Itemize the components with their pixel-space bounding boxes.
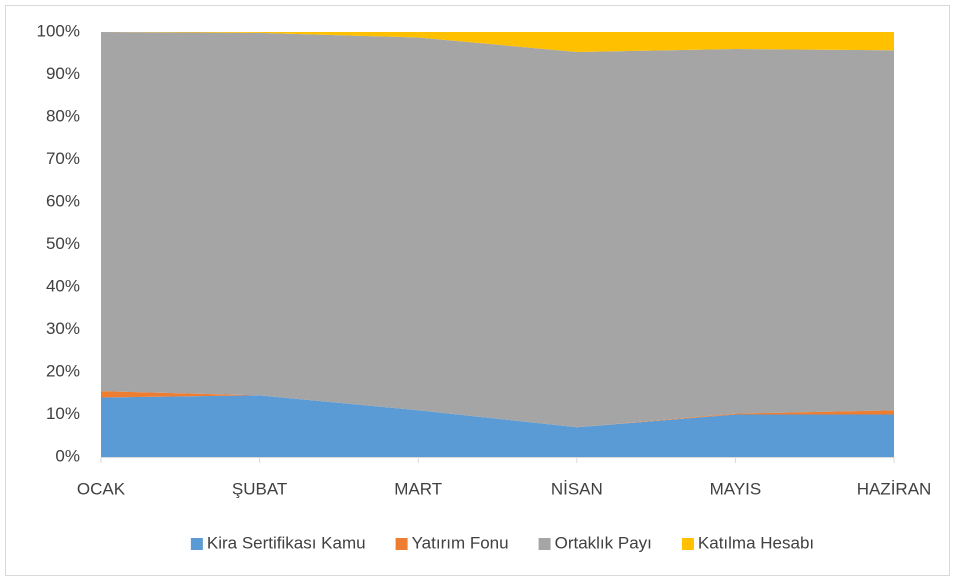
legend-swatch xyxy=(395,538,408,550)
y-tick-label: 60% xyxy=(46,191,80,210)
legend-swatch xyxy=(538,538,551,550)
y-tick-label: 30% xyxy=(46,319,80,338)
x-tick-label: MAYIS xyxy=(710,479,762,498)
y-tick-label: 50% xyxy=(46,234,80,253)
x-tick-label: HAZİRAN xyxy=(857,479,932,498)
y-tick-label: 40% xyxy=(46,276,80,295)
y-tick-label: 70% xyxy=(46,149,80,168)
legend-label: Yatırım Fonu xyxy=(412,533,509,552)
x-tick-label: MART xyxy=(394,479,442,498)
area xyxy=(101,395,894,457)
legend-label: Katılma Hesabı xyxy=(698,533,814,552)
y-tick-label: 100% xyxy=(37,21,80,40)
y-tick-label: 90% xyxy=(46,64,80,83)
area xyxy=(101,391,894,428)
x-tick-label: ŞUBAT xyxy=(232,479,287,498)
y-tick-label: 80% xyxy=(46,106,80,125)
legend-label: Kira Sertifikası Kamu xyxy=(207,533,366,552)
x-tick-label: OCAK xyxy=(77,479,126,498)
area xyxy=(101,32,894,52)
legend-swatch xyxy=(681,538,694,550)
x-tick-label: NİSAN xyxy=(551,479,603,498)
y-tick-label: 20% xyxy=(46,361,80,380)
area xyxy=(101,32,894,428)
y-tick-label: 10% xyxy=(46,404,80,423)
y-tick-label: 0% xyxy=(55,446,80,465)
legend-label: Ortaklık Payı xyxy=(555,533,652,552)
legend-swatch xyxy=(190,538,203,550)
